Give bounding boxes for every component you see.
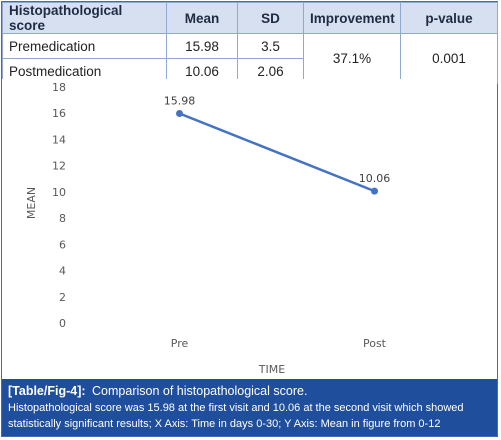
caption-body: Histopathological score was 15.98 at the… bbox=[8, 402, 464, 430]
y-tick-label: 12 bbox=[52, 160, 66, 173]
y-tick-label: 4 bbox=[59, 265, 66, 278]
y-tick-label: 14 bbox=[52, 133, 66, 146]
y-tick-label: 8 bbox=[59, 212, 66, 225]
y-tick-label: 6 bbox=[59, 238, 66, 251]
header-mean: Mean bbox=[166, 2, 238, 34]
header-sd: SD bbox=[237, 2, 304, 34]
x-axis-ticks: Pre Post bbox=[171, 337, 387, 350]
x-tick-label: Pre bbox=[171, 337, 189, 350]
header-improvement: Improvement bbox=[303, 2, 401, 34]
header-histopathological-score: Histopathological score bbox=[2, 2, 167, 34]
caption-label: [Table/Fig-4]: bbox=[8, 384, 86, 398]
y-axis-ticks: 0 2 4 6 8 10 12 14 16 18 bbox=[52, 81, 66, 330]
data-label: 10.06 bbox=[359, 172, 391, 185]
y-tick-label: 18 bbox=[52, 81, 66, 94]
cell-sd: 3.5 bbox=[237, 33, 304, 59]
y-tick-label: 10 bbox=[52, 186, 66, 199]
cell-p-value: 0.001 bbox=[400, 33, 498, 84]
table-header-row: Histopathological score Mean SD Improvem… bbox=[2, 2, 498, 34]
data-label: 15.98 bbox=[164, 94, 196, 107]
data-point bbox=[371, 187, 378, 195]
stats-table: Histopathological score Mean SD Improvem… bbox=[2, 2, 498, 84]
y-axis-title: MEAN bbox=[25, 187, 38, 219]
x-axis-title: TIME bbox=[258, 363, 285, 376]
row-label: Premedication bbox=[2, 33, 167, 59]
figure-caption: [Table/Fig-4]: Comparison of histopathol… bbox=[2, 379, 497, 436]
y-tick-label: 16 bbox=[52, 107, 66, 120]
series-points bbox=[176, 109, 378, 195]
caption-title: Comparison of histopathological score. bbox=[92, 384, 308, 398]
x-tick-label: Post bbox=[363, 337, 387, 350]
header-p-value: p-value bbox=[400, 2, 498, 34]
cell-improvement: 37.1% bbox=[303, 33, 401, 84]
data-point bbox=[176, 109, 183, 117]
chart-area: 0 2 4 6 8 10 12 14 16 18 Pre Post 15.98 10.06 MEAN … bbox=[2, 79, 497, 379]
y-tick-label: 2 bbox=[59, 291, 66, 304]
table-row: Premedication 15.98 3.5 37.1% 0.001 bbox=[2, 33, 498, 84]
cell-mean: 15.98 bbox=[166, 33, 238, 59]
series-line bbox=[179, 112, 375, 193]
y-tick-label: 0 bbox=[59, 317, 66, 330]
data-labels: 15.98 10.06 bbox=[164, 94, 391, 185]
series-lines bbox=[179, 112, 375, 193]
